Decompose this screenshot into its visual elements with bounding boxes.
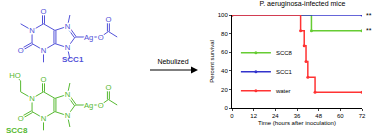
svg-text:48: 48 — [315, 113, 322, 119]
svg-text:12: 12 — [250, 113, 257, 119]
svg-text:SCC8: SCC8 — [276, 50, 293, 56]
svg-text:O: O — [98, 33, 104, 42]
svg-text:SCC1: SCC1 — [62, 55, 84, 64]
svg-text:O: O — [105, 15, 111, 24]
svg-text:0: 0 — [224, 105, 228, 111]
svg-text:N: N — [65, 90, 71, 99]
svg-text:40: 40 — [221, 68, 228, 74]
svg-text:N: N — [41, 46, 47, 55]
svg-text:Ag: Ag — [84, 33, 93, 42]
svg-text:water: water — [275, 88, 291, 94]
svg-text:Percent survival: Percent survival — [209, 40, 215, 83]
svg-text:100: 100 — [218, 12, 229, 18]
svg-text:O: O — [41, 75, 47, 84]
svg-text:0: 0 — [230, 113, 234, 119]
svg-text:O: O — [18, 114, 24, 123]
svg-text:**: ** — [366, 27, 372, 34]
svg-text:N: N — [29, 94, 35, 103]
svg-text:**: ** — [366, 12, 372, 19]
svg-text:24: 24 — [272, 113, 279, 119]
svg-text:Ag: Ag — [84, 101, 93, 110]
svg-text:20: 20 — [221, 87, 228, 93]
svg-text:P. aeruginosa-infected mice: P. aeruginosa-infected mice — [259, 0, 345, 8]
svg-text:N: N — [29, 26, 35, 35]
svg-text:N: N — [65, 111, 71, 120]
svg-text:N: N — [65, 22, 71, 31]
svg-text:O: O — [18, 46, 24, 55]
svg-text:60: 60 — [221, 49, 228, 55]
svg-text:Time (hours after inoculation): Time (hours after inoculation) — [258, 120, 336, 126]
svg-text:80: 80 — [221, 31, 228, 37]
svg-text:HO: HO — [9, 71, 21, 80]
svg-text:SCC1: SCC1 — [276, 69, 293, 75]
svg-text:60: 60 — [337, 113, 344, 119]
svg-text:O: O — [98, 101, 104, 110]
svg-text:SCC8: SCC8 — [6, 126, 28, 135]
svg-text:N: N — [41, 114, 47, 123]
svg-text:O: O — [41, 7, 47, 16]
svg-text:36: 36 — [294, 113, 301, 119]
svg-text:O: O — [105, 83, 111, 92]
svg-text:N: N — [65, 43, 71, 52]
svg-text:Nebulized: Nebulized — [157, 58, 188, 65]
svg-text:72: 72 — [359, 113, 366, 119]
